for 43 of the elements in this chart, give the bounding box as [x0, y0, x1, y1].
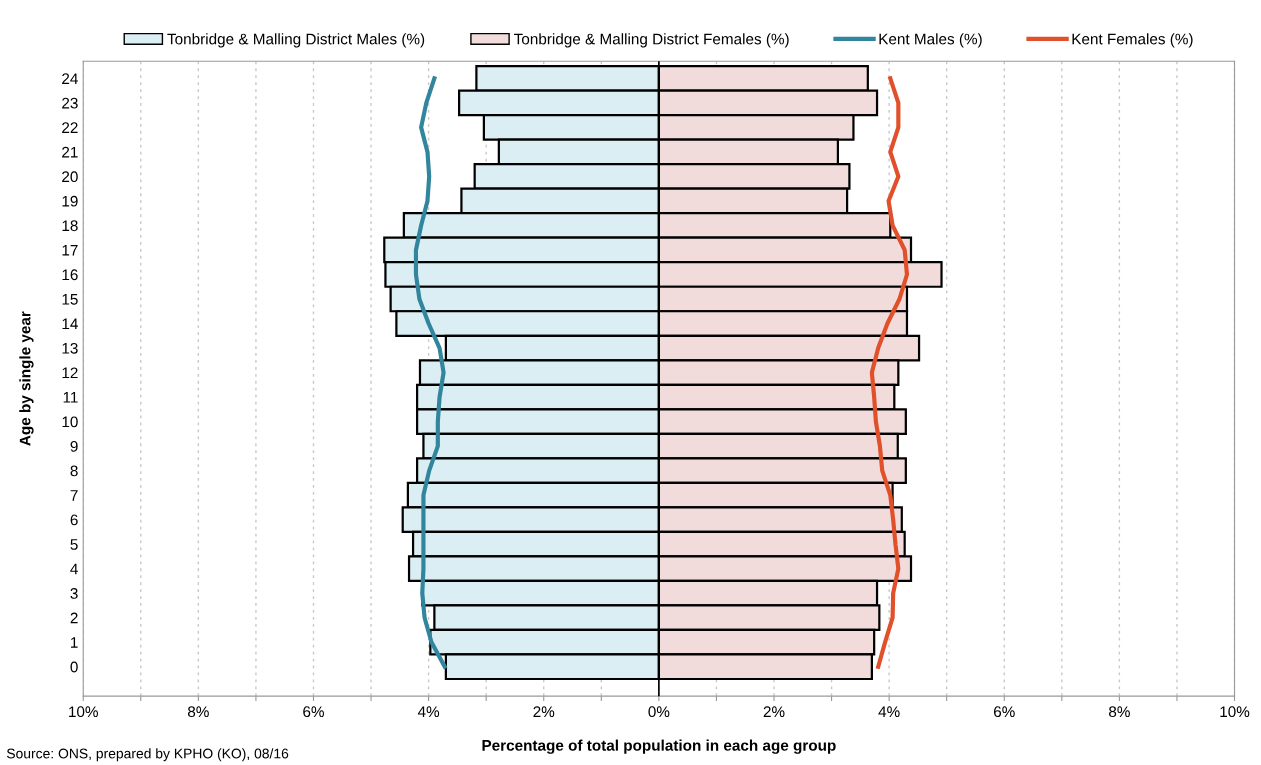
y-axis-title: Age by single year: [19, 311, 34, 446]
x-tick-label: 6%: [303, 706, 324, 718]
y-tick-label: 5: [70, 539, 78, 550]
y-tick-label: 18: [62, 220, 78, 232]
x-tick-label: 8%: [1109, 706, 1130, 718]
x-tick-label: 2%: [533, 706, 555, 718]
y-tick-label: 2: [70, 612, 78, 624]
y-tick-label: 15: [62, 294, 78, 305]
y-tick-label: 13: [62, 342, 78, 354]
y-tick-label: 21: [62, 146, 78, 158]
x-tick-label: 8%: [187, 706, 209, 718]
legend-label: Tonbridge & Malling District Females (%): [514, 33, 789, 48]
y-tick-label: 6: [70, 514, 78, 526]
x-tick-label: 10%: [1220, 706, 1250, 718]
x-tick-label: 6%: [994, 706, 1015, 718]
x-tick-label: 4%: [878, 706, 900, 718]
y-tick-label: 16: [62, 269, 78, 281]
y-tick-label: 23: [62, 97, 78, 109]
y-tick-label: 24: [62, 73, 78, 84]
y-tick-label: 10: [62, 416, 78, 428]
x-tick-label: 10%: [69, 706, 98, 718]
y-tick-label: 7: [70, 490, 78, 501]
y-tick-label: 1: [71, 637, 78, 648]
y-tick-label: 20: [62, 171, 78, 183]
x-tick-label: 0%: [648, 706, 670, 718]
y-tick-label: 12: [62, 367, 78, 379]
source-note: Source: ONS, prepared by KPHO (KO), 08/16: [6, 748, 289, 762]
y-tick-label: 9: [70, 440, 78, 452]
y-tick-label: 22: [62, 122, 78, 133]
y-tick-label: 3: [70, 588, 78, 599]
y-tick-label: 11: [63, 392, 78, 403]
y-tick-label: 0: [70, 661, 78, 673]
y-tick-label: 4: [70, 563, 78, 575]
x-tick-label: 4%: [417, 706, 440, 718]
legend-label: Tonbridge & Malling District Males (%): [167, 33, 425, 48]
y-tick-label: 19: [62, 195, 78, 207]
legend-label: Kent Females (%): [1072, 33, 1193, 48]
x-axis-title: Percentage of total population in each age group: [482, 739, 836, 754]
x-tick-label: 2%: [763, 706, 785, 718]
y-tick-label: 8: [70, 465, 78, 477]
y-tick-label: 14: [62, 318, 78, 330]
y-tick-label: 17: [62, 244, 78, 256]
legend-label: Kent Males (%): [879, 33, 982, 48]
